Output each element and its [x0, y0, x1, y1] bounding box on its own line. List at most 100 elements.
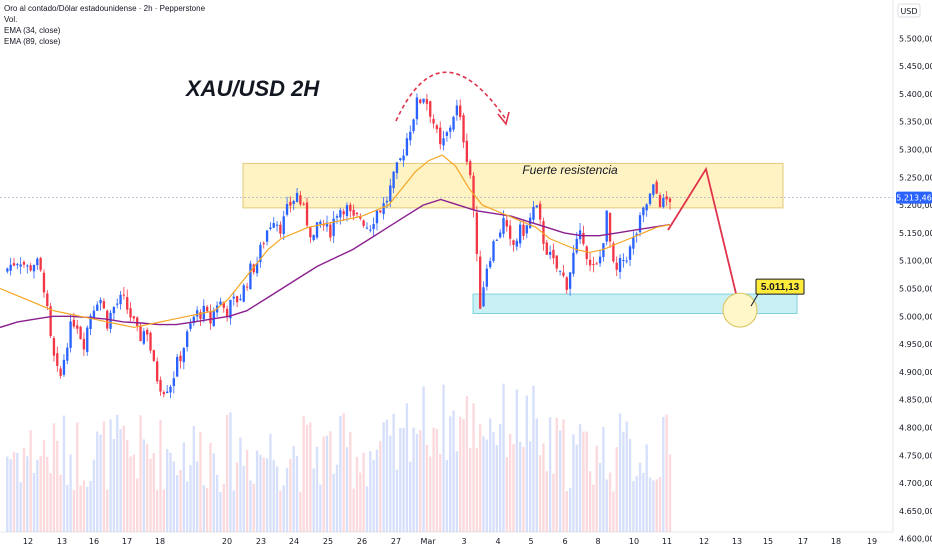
time-tick-label: 15 [763, 537, 773, 546]
time-tick-label: 3 [461, 537, 466, 546]
candle-body [119, 294, 122, 305]
candle-body [272, 223, 275, 228]
volume-bar [295, 456, 299, 532]
volume-bar [449, 416, 452, 532]
candle-body [435, 125, 439, 130]
price-tick-label: 5.250,00 [899, 173, 932, 182]
volume-bar [628, 439, 632, 532]
volume-bar [538, 455, 542, 532]
ema-89-legend[interactable]: EMA (89, close) [4, 37, 61, 46]
volume-bar [249, 480, 252, 532]
candle-body [166, 391, 169, 394]
candle-body [359, 216, 362, 219]
instrument-title[interactable]: Oro al contado/Dólar estadounidense · 2h… [4, 4, 206, 13]
candle-body [545, 242, 548, 255]
volume-bar [469, 448, 472, 532]
candle-body [252, 264, 255, 273]
volume-bar [169, 452, 172, 532]
volume-bar [252, 483, 255, 532]
price-tick-label: 4.850,00 [899, 396, 932, 405]
time-tick-label: 16 [89, 537, 99, 546]
candle-body [79, 326, 82, 340]
candle-body [532, 206, 535, 220]
volume-bar [665, 414, 668, 532]
volume-bar [172, 461, 175, 532]
time-tick-label: 18 [155, 537, 165, 546]
volume-bar [146, 444, 149, 532]
volume-bar [432, 427, 435, 532]
volume-bar [102, 421, 106, 532]
volume-bar [439, 454, 442, 532]
volume-bar [492, 432, 495, 532]
candle-body [605, 210, 608, 242]
candle-body [518, 224, 522, 244]
ema-89-line [0, 198, 671, 329]
candle-body [372, 224, 375, 230]
candle-body [432, 118, 435, 124]
candle-body [319, 221, 322, 225]
volume-bar [79, 485, 82, 532]
candle-body [315, 222, 319, 238]
time-tick-label: 5 [528, 537, 533, 546]
candle-body [245, 286, 249, 288]
candle-body [558, 270, 562, 272]
volume-bar [269, 433, 272, 532]
projection-arrow [667, 166, 741, 311]
candle-body [132, 316, 136, 319]
candle-body [442, 138, 445, 146]
candle-body [86, 327, 89, 352]
candle-body [126, 297, 129, 310]
volume-bar [142, 439, 146, 532]
volume-bar [558, 430, 562, 532]
volume-bar [185, 481, 189, 532]
candle-body [455, 105, 459, 116]
candle-body [279, 224, 282, 234]
currency-box[interactable] [897, 3, 921, 18]
volume-bar [299, 491, 302, 532]
price-tick-label: 4.900,00 [899, 368, 932, 377]
price-tick-label: 5.500,00 [899, 34, 932, 43]
volume-bar [645, 444, 648, 532]
candle-body [36, 258, 39, 266]
volume-bar [369, 451, 372, 532]
volume-bar [452, 410, 455, 532]
time-tick-label: 6 [562, 537, 567, 546]
volume-bar [512, 444, 515, 532]
candle-body [538, 203, 542, 220]
volume-bar [382, 422, 385, 532]
candle-body [362, 220, 365, 226]
candle-body [156, 361, 159, 382]
candle-body [112, 307, 116, 314]
ema-34-line [0, 154, 671, 329]
candle-body [332, 218, 335, 236]
volume-bar [542, 443, 545, 532]
volume-bar [325, 435, 329, 532]
candle-body [52, 338, 56, 356]
volume-bar [279, 490, 282, 532]
volume-bar [242, 465, 245, 532]
candle-body [159, 380, 162, 392]
candle-body [76, 325, 79, 329]
candle-body [222, 301, 225, 308]
volume-bar [36, 459, 39, 532]
volume-bar [345, 447, 349, 532]
volume-bar [518, 442, 522, 532]
volume-bar [46, 456, 49, 532]
volume-bar [355, 456, 359, 532]
ema-34-legend[interactable]: EMA (34, close) [4, 26, 61, 35]
volume-legend[interactable]: Vol. [4, 15, 18, 24]
volume-bar [12, 452, 16, 532]
target-label-box [755, 278, 805, 295]
volume-bar [202, 485, 205, 532]
price-tick-label: 4.950,00 [899, 340, 932, 349]
volume-bar [409, 461, 412, 532]
volume-bar [605, 479, 608, 532]
volume-bar [399, 428, 402, 532]
candle-body [275, 224, 279, 226]
price-tick-label: 5.050,00 [899, 285, 932, 294]
candle-body [242, 285, 245, 302]
volume-bar [548, 417, 552, 532]
volume-bar [588, 471, 592, 532]
volume-bar [82, 480, 86, 532]
